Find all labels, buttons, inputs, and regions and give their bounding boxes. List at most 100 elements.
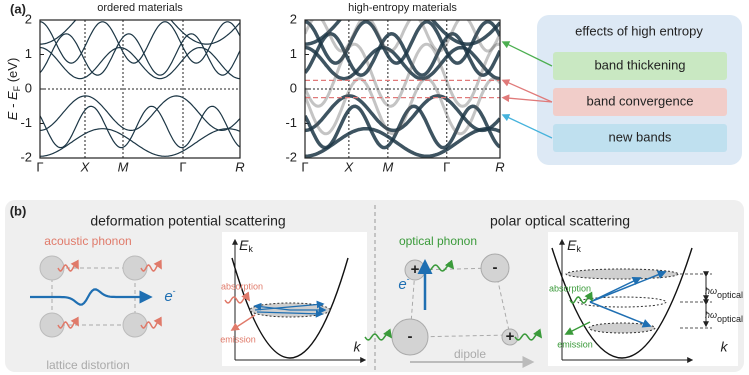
y-tick-label: 0 bbox=[25, 80, 32, 95]
band bbox=[305, 45, 500, 81]
energy-axis-label-sub: k bbox=[248, 244, 253, 254]
k-point-label: Γ bbox=[301, 159, 308, 174]
emission-arrow bbox=[230, 314, 256, 331]
phonon-wave bbox=[57, 259, 79, 272]
band bbox=[40, 128, 240, 157]
effect-item: band thickening bbox=[594, 57, 685, 72]
y-axis-label: E - EF (eV) bbox=[5, 58, 22, 121]
band bbox=[305, 32, 500, 77]
phonon-label: acoustic phonon bbox=[44, 234, 131, 248]
scatter-arrow bbox=[254, 300, 325, 311]
band bbox=[40, 105, 240, 149]
y-label-sub: F bbox=[12, 85, 22, 91]
effect-arrow bbox=[501, 94, 553, 103]
band bbox=[40, 95, 240, 132]
y-tick-label: 2 bbox=[290, 11, 297, 26]
band bbox=[305, 94, 500, 133]
energy-surface bbox=[588, 322, 656, 334]
phonon-wave bbox=[364, 328, 393, 341]
electron-label-sup: - bbox=[173, 286, 176, 296]
electron-label: e- bbox=[398, 274, 409, 293]
k-point-label: M bbox=[382, 159, 393, 174]
effect-item-box bbox=[553, 52, 727, 80]
band bbox=[40, 20, 240, 45]
phonon-wave bbox=[569, 291, 593, 304]
scatter-arrow bbox=[256, 309, 324, 318]
y-tick-label: -2 bbox=[20, 149, 32, 164]
k-axis-label: k bbox=[721, 339, 729, 355]
effect-item: band convergence bbox=[587, 93, 694, 108]
band bbox=[40, 21, 240, 64]
k-point-label: X bbox=[80, 159, 91, 174]
band bbox=[40, 46, 240, 80]
absorption-label: absorption bbox=[221, 281, 263, 291]
phonon-wave bbox=[224, 291, 250, 304]
hw-label: ħωoptical bbox=[705, 310, 743, 324]
section-title: deformation potential scattering bbox=[90, 213, 285, 229]
absorption-label: absorption bbox=[549, 283, 591, 293]
dispersion bbox=[551, 247, 693, 359]
scatter-arrow bbox=[589, 277, 642, 303]
phonon-wave bbox=[140, 259, 162, 272]
k-point-label: Γ bbox=[179, 159, 186, 174]
k-point-label: R bbox=[235, 159, 244, 174]
y-tick-label: 1 bbox=[290, 46, 297, 61]
scatter-arrow bbox=[589, 301, 652, 328]
emission-label: emission bbox=[220, 334, 256, 344]
plus-sign: + bbox=[411, 261, 420, 278]
effect-arrow bbox=[501, 79, 553, 103]
energy-axis-label-main: E bbox=[567, 237, 577, 253]
energy-surface bbox=[577, 296, 667, 308]
k-point-label: M bbox=[118, 159, 129, 174]
atom bbox=[122, 255, 148, 281]
plus-sign: + bbox=[506, 328, 515, 345]
scatter-arrow bbox=[253, 302, 291, 311]
atom bbox=[122, 312, 148, 338]
y-tick-label: -1 bbox=[285, 115, 297, 130]
band bbox=[305, 126, 500, 158]
dipole-label: dipole bbox=[454, 347, 486, 361]
y-tick-label: 2 bbox=[25, 11, 32, 26]
phonon-label: optical phonon bbox=[399, 234, 477, 248]
plot-frame bbox=[304, 19, 501, 159]
bands bbox=[305, 20, 500, 158]
phonon-wave bbox=[514, 328, 543, 341]
atom bbox=[39, 312, 65, 338]
energy-axis-label-sub: k bbox=[576, 244, 581, 254]
hw-label-sub: optical bbox=[717, 290, 743, 300]
section-title: polar optical scattering bbox=[490, 213, 630, 229]
energy-surface bbox=[565, 268, 679, 280]
effect-item: new bands bbox=[609, 129, 672, 144]
new-band bbox=[305, 20, 500, 53]
emission-label: emission bbox=[557, 339, 593, 349]
effect-item-box bbox=[553, 88, 727, 116]
band bbox=[305, 20, 500, 46]
k-point-label: Γ bbox=[443, 159, 450, 174]
electron-label-main: e bbox=[398, 276, 406, 293]
y-tick-label: 1 bbox=[25, 46, 32, 61]
k-point-label: Γ bbox=[36, 159, 43, 174]
energy-axis-label: Ek bbox=[239, 237, 253, 255]
atom bbox=[39, 255, 65, 281]
dispersion bbox=[231, 257, 349, 359]
electron-label: e- bbox=[164, 286, 175, 305]
y-label-main: E - E bbox=[5, 91, 20, 120]
hw-label-main: ħω bbox=[705, 286, 717, 296]
distortion-label: lattice distortion bbox=[46, 358, 129, 372]
new-band bbox=[305, 42, 500, 108]
y-tick-label: -2 bbox=[285, 149, 297, 164]
scatter-arrow bbox=[589, 270, 667, 303]
bands bbox=[40, 20, 240, 157]
plot-title: high-entropy materials bbox=[348, 2, 457, 14]
effects-title: effects of high entropy bbox=[575, 23, 703, 38]
phonon-wave bbox=[140, 316, 162, 329]
ion bbox=[480, 253, 510, 283]
minus-sign: - bbox=[493, 259, 498, 276]
panel-label: (b) bbox=[10, 203, 27, 218]
k-point-label: R bbox=[495, 159, 504, 174]
y-tick-label: 0 bbox=[290, 80, 297, 95]
electron-wave bbox=[30, 288, 153, 306]
electron-label-sup: - bbox=[407, 274, 410, 284]
band bbox=[305, 104, 500, 150]
